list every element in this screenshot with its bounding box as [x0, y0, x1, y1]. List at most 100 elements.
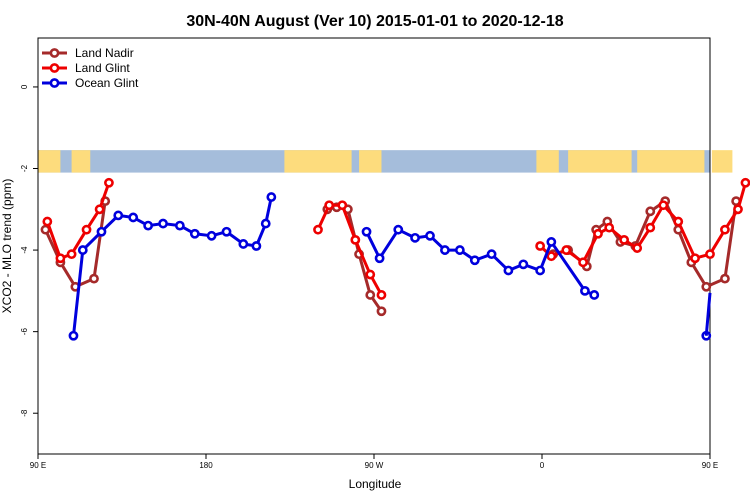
map-land [637, 150, 705, 173]
ocean-glint-point [440, 245, 450, 255]
land-glint-point [55, 253, 66, 264]
map-land [71, 150, 91, 173]
land-glint-point [733, 204, 743, 215]
series-land-glint [42, 177, 750, 300]
legend-label: Ocean Glint [75, 76, 139, 90]
land-glint-point [720, 224, 730, 235]
land-glint-point [350, 234, 361, 245]
y-tick-label: -8 [20, 409, 29, 417]
legend-label: Land Glint [75, 61, 130, 75]
y-tick-label: -4 [20, 246, 29, 254]
ocean-glint-point [68, 330, 79, 341]
land-nadir-point [376, 306, 387, 317]
land-glint-point [705, 249, 715, 260]
land-nadir-point [720, 273, 730, 284]
ocean-glint-point [174, 220, 185, 231]
x-tick-label: 90 E [30, 461, 46, 470]
land-glint-point [337, 200, 348, 211]
ocean-glint-point [77, 245, 88, 255]
x-tick-label: 90 W [365, 461, 384, 470]
legend-marker [49, 48, 60, 58]
ocean-glint-point [143, 220, 154, 231]
map-land [536, 150, 559, 173]
land-glint-point [365, 269, 376, 280]
ocean-glint-point [361, 226, 372, 237]
x-tick-label: 180 [199, 461, 213, 470]
legend-item-land-nadir: Land Nadir [42, 46, 134, 60]
land-glint-point [619, 234, 630, 245]
map-land [284, 150, 352, 173]
land-glint-point [104, 177, 114, 188]
ocean-glint-point [518, 259, 529, 270]
legend-marker [49, 63, 60, 73]
land-glint-point [66, 249, 77, 260]
land-nadir-point [365, 290, 376, 300]
ocean-glint-point [221, 226, 232, 237]
map-land [711, 150, 733, 173]
x-axis-label: Longitude [349, 477, 402, 491]
world-map-band [38, 150, 733, 173]
ocean-glint-point [96, 226, 107, 237]
series-layer [40, 177, 750, 341]
map-land [38, 150, 61, 173]
ocean-glint-point [410, 232, 420, 243]
x-axis: 90 E 180 90 W 0 90 E [30, 454, 718, 470]
ocean-glint-point [251, 241, 262, 251]
x-tick-label: 0 [540, 461, 545, 470]
land-glint-point [645, 222, 656, 233]
ocean-glint-point [128, 212, 139, 223]
land-glint-line [539, 182, 747, 264]
ocean-glint-point [425, 230, 435, 241]
ocean-glint-point [260, 218, 271, 229]
land-glint-point [94, 204, 105, 215]
land-glint-point [81, 224, 92, 235]
land-glint-point [313, 224, 323, 235]
ocean-glint-point [589, 290, 600, 300]
land-nadir-line [552, 199, 738, 289]
land-glint-point [561, 245, 572, 255]
series-land-nadir [40, 196, 742, 317]
ocean-glint-point [580, 285, 590, 296]
y-tick-label: 0 [20, 84, 29, 89]
land-glint-point [740, 177, 750, 188]
map-land [568, 150, 632, 173]
land-glint-point [658, 200, 669, 211]
y-axis-label: XCO2 - MLO trend (ppm) [0, 179, 14, 314]
legend-item-ocean-glint: Ocean Glint [42, 76, 139, 90]
ocean-glint-point [266, 192, 277, 202]
land-glint-point [673, 216, 684, 227]
land-glint-point [593, 228, 603, 239]
land-glint-point [535, 241, 546, 251]
ocean-glint-point [238, 239, 249, 249]
land-glint-point [376, 290, 387, 300]
ocean-glint-point [469, 255, 480, 266]
ocean-glint-point [393, 224, 404, 235]
ocean-glint-point [374, 253, 385, 264]
ocean-glint-point [206, 230, 217, 241]
land-nadir-point [701, 281, 712, 292]
land-glint-point [324, 200, 335, 211]
ocean-glint-point [454, 245, 465, 255]
land-nadir-point [89, 273, 99, 284]
ocean-glint-point [546, 237, 557, 247]
ocean-glint-point [486, 249, 497, 260]
land-nadir-point [645, 206, 656, 217]
y-tick-label: -6 [20, 328, 29, 336]
legend-label: Land Nadir [75, 46, 134, 60]
y-tick-label: -2 [20, 164, 29, 172]
land-glint-point [690, 253, 700, 264]
ocean-glint-point [189, 228, 200, 239]
land-glint-point [42, 216, 53, 227]
ocean-glint-point [158, 218, 168, 229]
map-land [359, 150, 382, 173]
series-ocean-glint [68, 192, 712, 341]
land-glint-point [604, 222, 615, 233]
ocean-glint-point [503, 265, 514, 276]
legend-marker [49, 78, 60, 88]
ocean-glint-line [704, 292, 712, 336]
ocean-glint-point [535, 265, 546, 276]
land-glint-point [632, 243, 643, 253]
chart-title: 30N-40N August (Ver 10) 2015-01-01 to 20… [186, 13, 563, 30]
